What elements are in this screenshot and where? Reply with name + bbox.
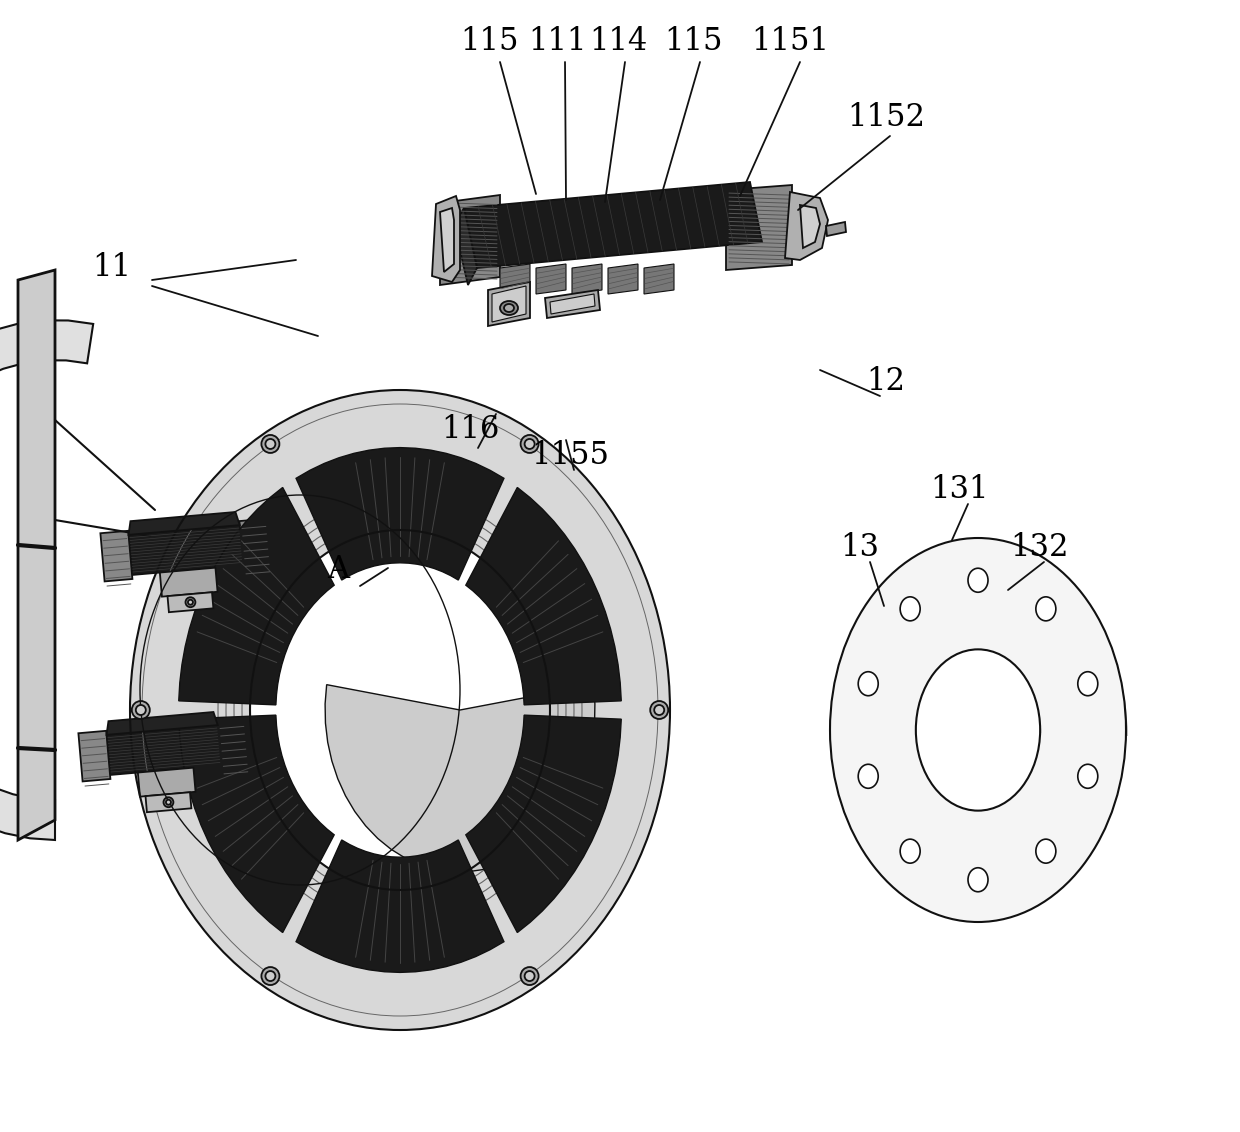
Polygon shape	[193, 747, 310, 892]
Ellipse shape	[521, 435, 538, 453]
Polygon shape	[551, 294, 595, 314]
Text: 12: 12	[867, 367, 905, 397]
Ellipse shape	[830, 538, 1126, 921]
Polygon shape	[341, 457, 459, 563]
Polygon shape	[490, 747, 606, 892]
Text: 111: 111	[528, 26, 588, 58]
Polygon shape	[492, 286, 526, 321]
Ellipse shape	[916, 650, 1040, 811]
Polygon shape	[826, 222, 846, 235]
Polygon shape	[129, 525, 243, 575]
Ellipse shape	[525, 439, 534, 449]
Text: 116: 116	[440, 414, 500, 446]
Polygon shape	[572, 264, 601, 294]
Text: 1155: 1155	[531, 439, 609, 471]
Polygon shape	[341, 858, 459, 962]
Ellipse shape	[900, 597, 920, 620]
Polygon shape	[725, 185, 792, 271]
Text: A: A	[327, 555, 350, 585]
Ellipse shape	[503, 305, 515, 312]
Ellipse shape	[521, 967, 538, 985]
Text: 132: 132	[1011, 532, 1069, 564]
Text: 115: 115	[461, 26, 520, 58]
Ellipse shape	[968, 568, 988, 592]
Ellipse shape	[1078, 671, 1097, 696]
Ellipse shape	[858, 671, 878, 696]
Polygon shape	[78, 731, 110, 781]
Polygon shape	[500, 264, 529, 294]
Polygon shape	[145, 792, 191, 812]
Ellipse shape	[858, 764, 878, 788]
Polygon shape	[239, 518, 272, 569]
Ellipse shape	[968, 868, 988, 892]
Ellipse shape	[186, 598, 196, 607]
Text: 1152: 1152	[847, 103, 925, 134]
Polygon shape	[489, 282, 529, 326]
Polygon shape	[466, 715, 621, 933]
Polygon shape	[179, 715, 335, 933]
Ellipse shape	[130, 391, 670, 1030]
Polygon shape	[546, 290, 600, 318]
Polygon shape	[19, 271, 55, 840]
Polygon shape	[160, 567, 217, 597]
Text: 13: 13	[841, 532, 879, 564]
Polygon shape	[100, 531, 133, 582]
Polygon shape	[644, 264, 675, 294]
Polygon shape	[138, 767, 196, 797]
Ellipse shape	[265, 971, 275, 981]
Text: 114: 114	[589, 26, 647, 58]
Polygon shape	[454, 208, 477, 285]
Ellipse shape	[1078, 764, 1097, 788]
Polygon shape	[325, 685, 595, 872]
Polygon shape	[536, 264, 565, 294]
Ellipse shape	[900, 839, 920, 864]
Polygon shape	[217, 719, 249, 770]
Polygon shape	[440, 208, 454, 272]
Polygon shape	[0, 320, 93, 840]
Polygon shape	[167, 592, 213, 612]
Polygon shape	[466, 488, 621, 705]
Ellipse shape	[164, 797, 174, 807]
Text: 11: 11	[93, 252, 131, 283]
Ellipse shape	[188, 600, 193, 604]
Polygon shape	[464, 182, 763, 268]
Polygon shape	[107, 726, 221, 775]
Text: 131: 131	[931, 474, 990, 506]
Polygon shape	[296, 447, 503, 580]
Ellipse shape	[166, 799, 171, 805]
Ellipse shape	[131, 701, 150, 719]
Polygon shape	[193, 529, 310, 672]
Polygon shape	[296, 840, 503, 972]
Polygon shape	[179, 488, 335, 705]
Polygon shape	[432, 196, 460, 282]
Ellipse shape	[500, 301, 518, 315]
Ellipse shape	[525, 971, 534, 981]
Polygon shape	[440, 195, 500, 285]
Ellipse shape	[265, 439, 275, 449]
Ellipse shape	[650, 701, 668, 719]
Text: 1151: 1151	[751, 26, 830, 58]
Text: 115: 115	[663, 26, 722, 58]
Ellipse shape	[262, 967, 279, 985]
Ellipse shape	[1035, 597, 1055, 620]
Polygon shape	[129, 512, 239, 534]
Polygon shape	[107, 712, 218, 735]
Ellipse shape	[1035, 839, 1055, 864]
Ellipse shape	[655, 705, 665, 715]
Polygon shape	[800, 205, 820, 248]
Polygon shape	[785, 192, 828, 260]
Polygon shape	[608, 264, 639, 294]
Ellipse shape	[250, 530, 551, 890]
Ellipse shape	[262, 435, 279, 453]
Ellipse shape	[136, 705, 146, 715]
Polygon shape	[490, 529, 606, 672]
